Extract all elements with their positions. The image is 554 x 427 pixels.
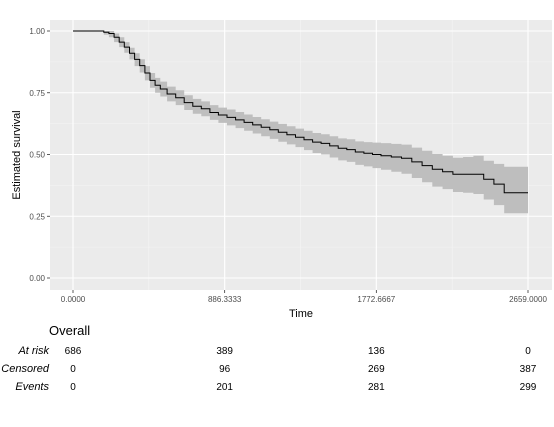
survival-curve [73,30,528,194]
confidence-band [73,31,528,214]
risk-row-label: Censored [1,363,49,375]
x-tick-label: 2659.0000 [509,295,547,304]
risk-table: Overall At risk 686 389 136 0 Censored 0 96 269 3… [0,318,554,423]
risk-cell: 281 [367,382,385,393]
risk-cell: 136 [367,346,385,357]
risk-cell: 389 [216,346,233,357]
y-axis-title: Estimated survival [11,110,23,199]
survival-chart: 0.00 0.25 0.50 0.75 1.00 0.0000 886.3333 1772.… [11,20,552,320]
y-tick-label: 0.25 [29,212,45,221]
risk-row-label: Events [15,381,49,393]
risk-cell: 0 [70,364,76,375]
x-tick-label: 1772.6667 [357,295,395,304]
x-tick-label: 0.0000 [61,295,86,304]
risk-row-label: At risk [18,345,49,357]
risk-cell: 686 [64,346,82,357]
risk-cell: 0 [525,346,531,357]
x-axis-title: Time [289,308,313,320]
risk-cell: 269 [367,364,385,375]
x-tick-label: 886.3333 [208,295,242,304]
y-tick-label: 0.50 [29,151,45,160]
risk-cell: 387 [519,364,537,375]
risk-cell: 96 [219,364,231,375]
x-axis-ticks: 0.0000 886.3333 1772.6667 2659.0000 [61,290,547,304]
risk-cell: 299 [519,382,537,393]
y-axis-ticks: 0.00 0.25 0.50 0.75 1.00 [29,27,50,283]
risk-table-title: Overall [49,323,91,338]
y-tick-label: 0.75 [29,89,45,98]
y-tick-label: 0.00 [29,274,45,283]
risk-cell: 201 [216,382,233,393]
y-tick-label: 1.00 [29,27,45,36]
risk-cell: 0 [70,382,76,393]
